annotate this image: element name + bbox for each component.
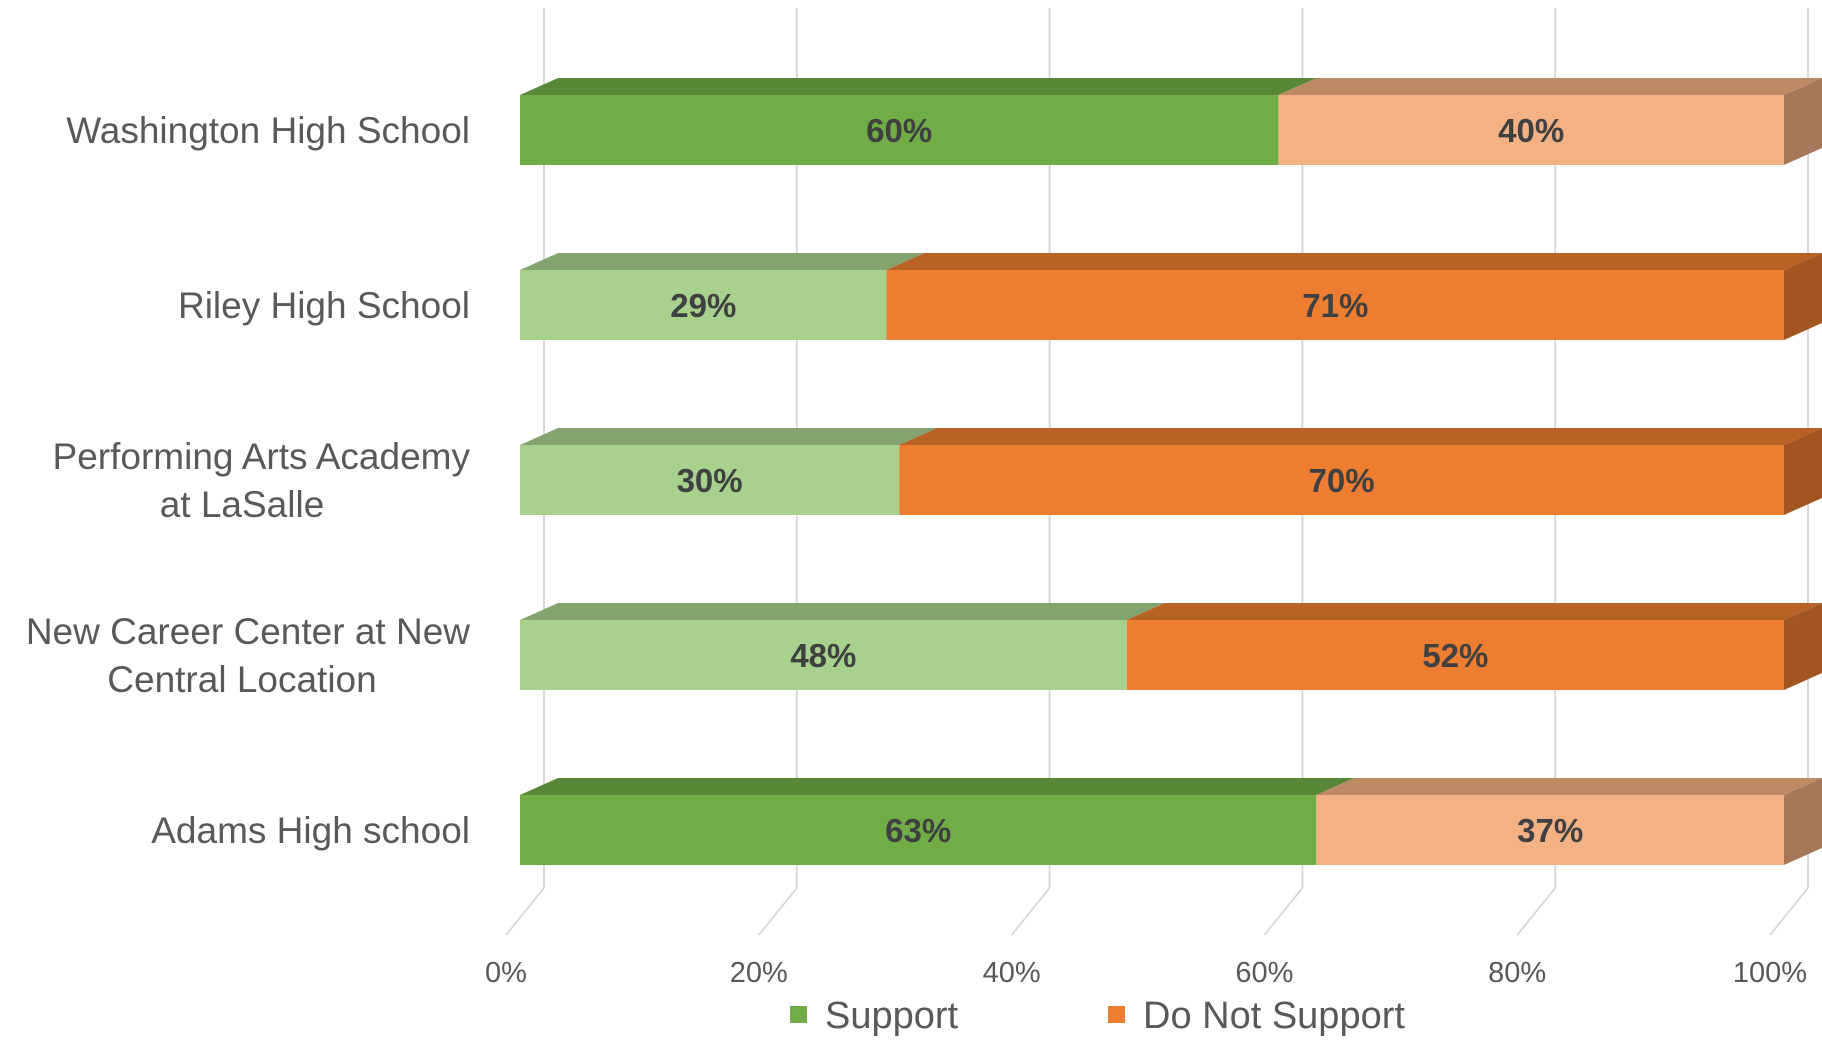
value-axis: 0% 20% 40% 60% 80% 100% <box>485 957 1807 989</box>
category-label: Adams High school <box>151 810 470 851</box>
bar-top-face <box>886 253 1822 270</box>
legend-item: Support <box>790 995 959 1037</box>
bar <box>886 270 1784 340</box>
bar-side-face <box>1784 253 1822 340</box>
bar-segment <box>520 778 1355 865</box>
plot-area: 60% 40% 29% 71% 30% 70% 48% 52% 63% 37% <box>520 78 1822 865</box>
data-label: 52% <box>1422 637 1488 674</box>
data-label: 30% <box>677 462 743 499</box>
data-label: 70% <box>1309 462 1375 499</box>
bar-top-face <box>520 253 925 270</box>
legend-label: Do Not Support <box>1143 995 1405 1037</box>
data-label: 63% <box>885 812 951 849</box>
category-label: Central Location <box>107 659 376 700</box>
bar <box>1278 95 1784 165</box>
bar-segment <box>520 428 938 515</box>
category-axis: Washington High School Riley High School P… <box>26 110 471 851</box>
data-label: 48% <box>790 637 856 674</box>
legend: Support Do Not Support <box>790 995 1405 1037</box>
bar-side-face <box>1784 78 1822 165</box>
data-label: 60% <box>866 112 932 149</box>
data-label: 29% <box>670 287 736 324</box>
x-tick-label: 80% <box>1488 957 1546 989</box>
gridline-floor <box>505 887 545 936</box>
gridline-floor <box>1263 887 1304 936</box>
bar-top-face <box>1316 778 1822 795</box>
bar-segment <box>899 428 1822 515</box>
category-label: Washington High School <box>66 110 470 151</box>
bar-side-face <box>1784 603 1822 690</box>
x-tick-label: 60% <box>1235 957 1293 989</box>
bar-segment <box>520 78 1317 165</box>
x-tick-label: 100% <box>1733 957 1807 989</box>
gridline-floor <box>1769 887 1809 936</box>
bar <box>1316 795 1784 865</box>
bar <box>520 270 887 340</box>
bar-top-face <box>1278 78 1822 95</box>
bar-top-face <box>520 428 938 445</box>
bar-top-face <box>520 603 1165 620</box>
bar <box>520 795 1317 865</box>
bar-segment <box>520 253 925 340</box>
gridline-floor <box>1010 887 1051 936</box>
bar-side-face <box>1784 778 1822 865</box>
category-label: New Career Center at New <box>26 611 470 652</box>
bar-top-face <box>520 778 1355 795</box>
data-label: 40% <box>1498 112 1564 149</box>
bar-top-face <box>899 428 1822 445</box>
bar-top-face <box>520 78 1317 95</box>
bar-side-face <box>1784 428 1822 515</box>
bar-segment <box>1126 603 1822 690</box>
bar <box>520 95 1279 165</box>
category-label: at LaSalle <box>160 484 325 525</box>
category-label: Riley High School <box>178 285 470 326</box>
gridline-floor <box>1516 887 1556 936</box>
bar <box>899 445 1784 515</box>
bar-top-face <box>1126 603 1822 620</box>
bar <box>1126 620 1784 690</box>
bar <box>520 445 900 515</box>
bar-segment <box>1316 778 1822 865</box>
data-label: 37% <box>1517 812 1583 849</box>
bar-segment <box>886 253 1822 340</box>
bar <box>520 620 1127 690</box>
x-tick-label: 0% <box>485 957 527 989</box>
legend-label: Support <box>825 995 959 1037</box>
legend-item: Do Not Support <box>1108 995 1405 1037</box>
legend-swatch <box>790 1006 807 1023</box>
gridline-floor <box>758 887 798 936</box>
bar-segment <box>520 603 1165 690</box>
data-label: 71% <box>1302 287 1368 324</box>
legend-swatch <box>1108 1006 1125 1023</box>
category-label: Performing Arts Academy <box>53 436 471 477</box>
bar-segment <box>1278 78 1822 165</box>
x-tick-label: 40% <box>983 957 1041 989</box>
x-tick-label: 20% <box>730 957 788 989</box>
